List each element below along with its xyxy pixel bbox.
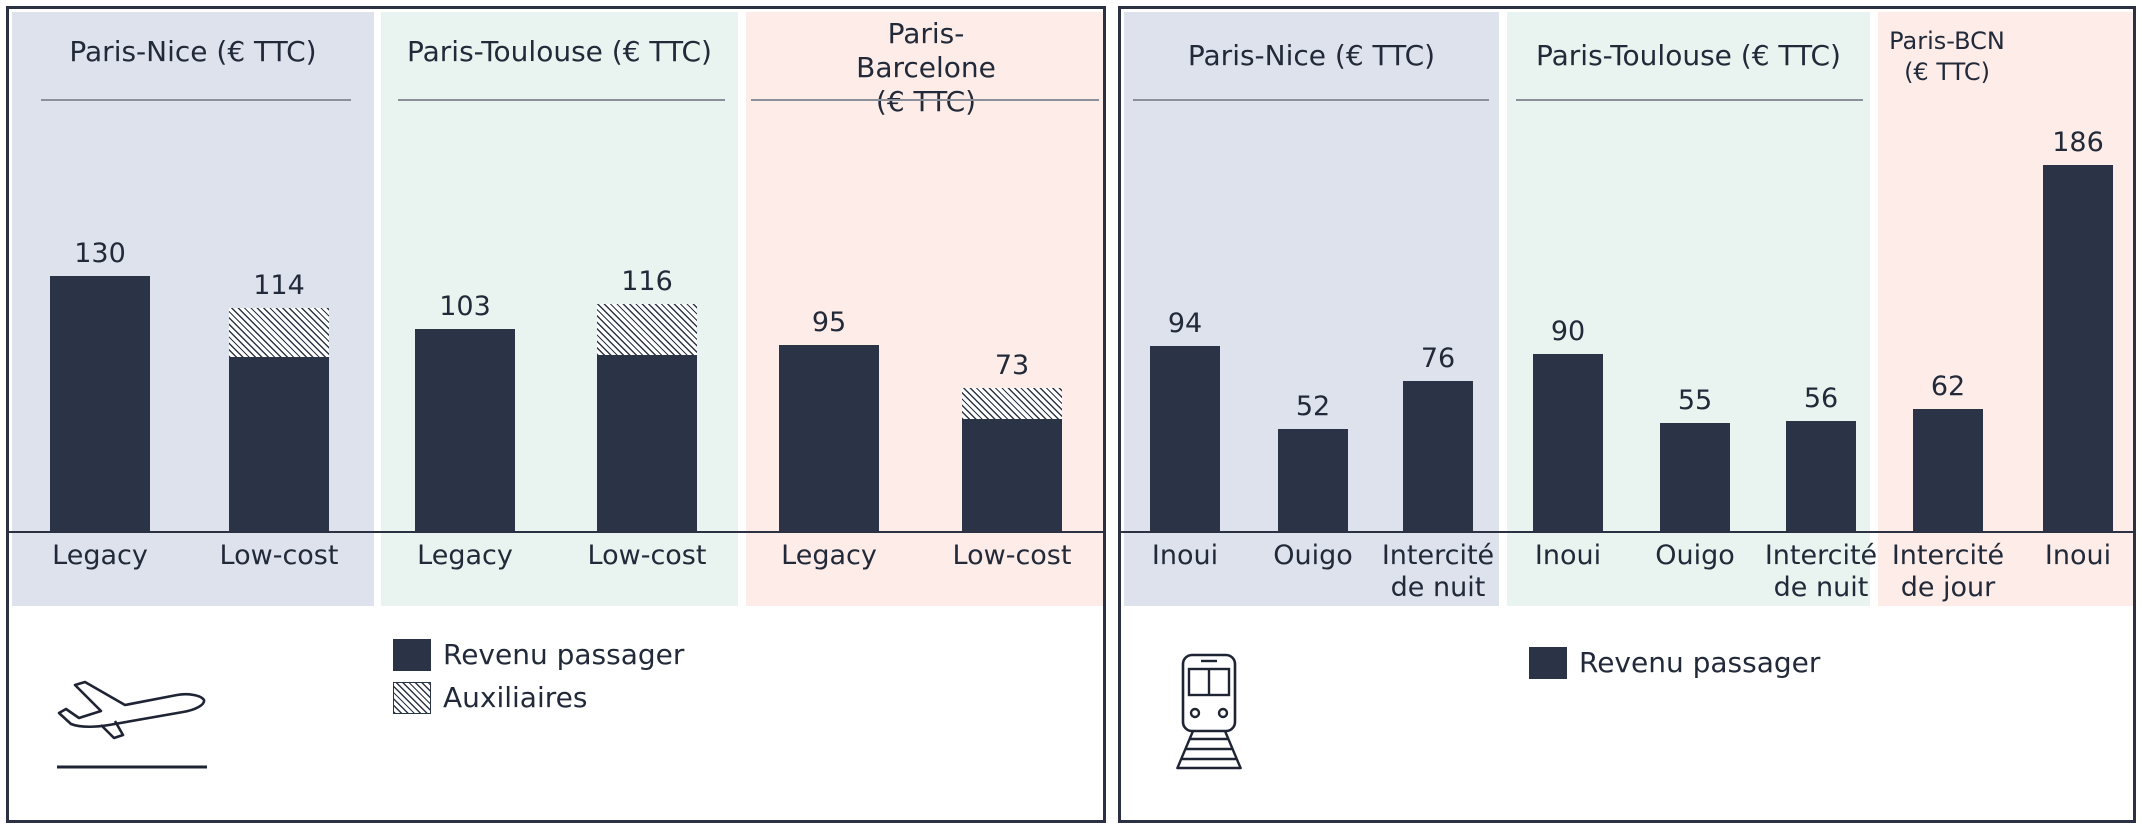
bar-revenu-passager [50, 276, 150, 531]
category-label: Legacy [52, 540, 148, 571]
data-label: 62 [1930, 370, 1966, 402]
category-label: Legacy [781, 540, 877, 571]
category-label: Intercité de jour [1891, 540, 2005, 603]
data-label: 94 [1167, 307, 1203, 339]
air-chart-panel: Paris-Nice (€ TTC) Paris-Toulouse (€ TTC… [6, 6, 1106, 823]
bar-revenu-passager [962, 419, 1062, 531]
bar-revenu-passager [1533, 353, 1603, 531]
data-label: 55 [1677, 384, 1713, 416]
bar-revenu-passager [1403, 381, 1473, 531]
legend-label: Revenu passager [443, 638, 685, 671]
legend-label: Auxiliaires [443, 681, 588, 714]
legend-swatch-solid [393, 639, 431, 671]
category-label: Legacy [417, 540, 513, 571]
group-divider-line [1133, 99, 1489, 101]
group-title: Paris-Nice (€ TTC) [1187, 39, 1436, 72]
data-label: 52 [1295, 390, 1331, 422]
category-label: Ouigo [1655, 540, 1735, 571]
group-title: Paris-Toulouse (€ TTC) [1536, 39, 1841, 72]
group-divider-line [751, 99, 1099, 101]
category-label: Intercité de nuit [1381, 540, 1495, 603]
data-label: 73 [994, 349, 1030, 381]
category-label: Inoui [1151, 540, 1219, 571]
data-label: 116 [621, 265, 673, 297]
group-divider-line [41, 99, 351, 101]
data-label: 103 [439, 291, 491, 323]
x-axis-line [9, 531, 1103, 533]
bar-revenu-passager [1786, 420, 1856, 531]
category-label: Inoui [1534, 540, 1602, 571]
bar-auxiliaires [597, 303, 697, 355]
bar-revenu-passager [1660, 422, 1730, 531]
train-icon-svg [1175, 653, 1243, 770]
group-title: Paris-Nice (€ TTC) [69, 35, 317, 68]
data-label: 56 [1803, 382, 1839, 414]
data-label: 95 [811, 306, 847, 338]
bar-auxiliaires [962, 387, 1062, 420]
bar-revenu-passager [1278, 428, 1348, 531]
group-divider-line [398, 99, 725, 101]
category-label: Ouigo [1273, 540, 1353, 571]
category-label: Low-cost [952, 540, 1072, 571]
airplane-takeoff-icon [49, 669, 219, 779]
data-label: 130 [74, 238, 126, 270]
bar-revenu-passager [229, 356, 329, 531]
bar-revenu-passager [2043, 164, 2113, 531]
data-label: 76 [1420, 343, 1456, 375]
category-label: Low-cost [587, 540, 707, 571]
bar-revenu-passager [1150, 345, 1220, 531]
legend-swatch-solid [1529, 647, 1567, 679]
rail-chart-panel: Paris-Nice (€ TTC) Paris-Toulouse (€ TTC… [1118, 6, 2136, 823]
data-label: 186 [2052, 126, 2104, 158]
bar-revenu-passager [415, 329, 515, 531]
data-label: 90 [1550, 315, 1586, 347]
bar-revenu-passager [779, 344, 879, 531]
bar-revenu-passager [597, 354, 697, 531]
data-label: 114 [253, 269, 305, 301]
train-icon [1169, 647, 1249, 777]
bar-revenu-passager [1913, 408, 1983, 531]
group-divider-line [1516, 99, 1863, 101]
legend-label: Revenu passager [1579, 646, 1821, 679]
legend-swatch-hatched [393, 682, 431, 714]
group-title: Paris-Toulouse (€ TTC) [407, 35, 712, 68]
group-title: Paris-Barcelone (€ TTC) [856, 17, 996, 118]
category-label: Inoui [2044, 540, 2112, 571]
category-label: Intercité de nuit [1764, 540, 1878, 603]
bar-auxiliaires [229, 307, 329, 357]
category-label: Low-cost [219, 540, 339, 571]
airplane-takeoff-icon-svg [57, 680, 207, 769]
x-axis-line [1121, 531, 2133, 533]
group-title: Paris-BCN (€ TTC) [1889, 27, 2005, 86]
